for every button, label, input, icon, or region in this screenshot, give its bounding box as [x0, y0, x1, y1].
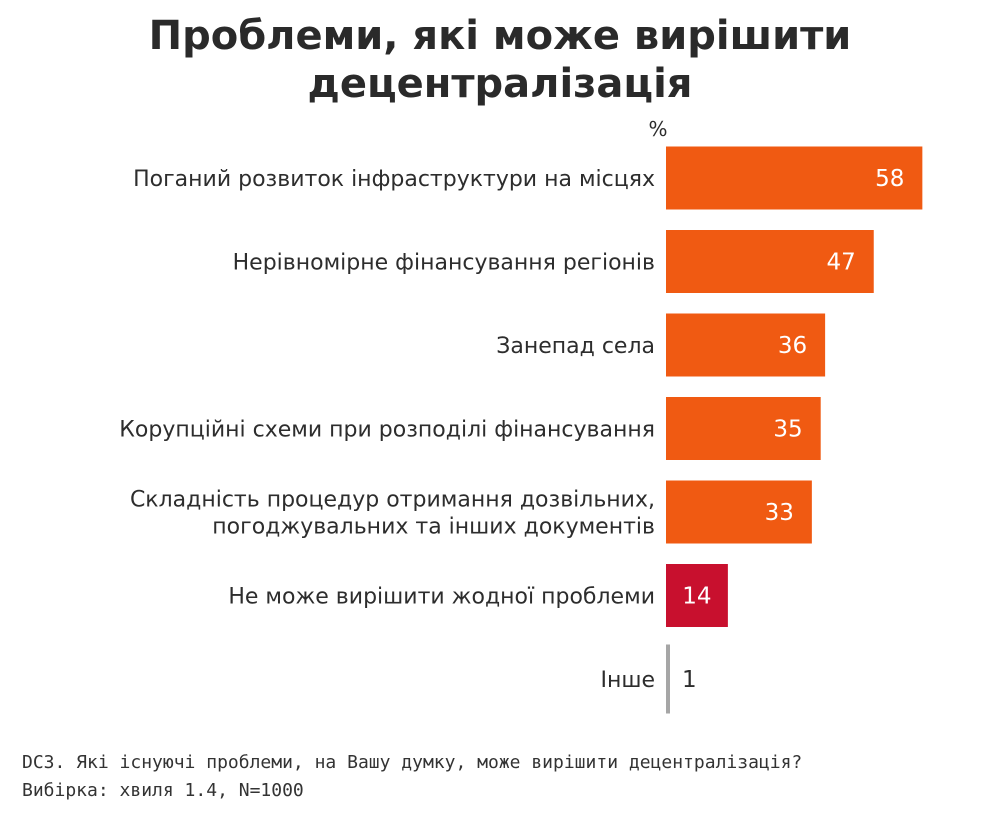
chart-title-line-2: децентралізація: [307, 61, 693, 107]
category-label-5-line-1: Складність процедур отримання дозвільних…: [130, 488, 655, 513]
category-label-4: Корупційні схеми при розподілі фінансува…: [119, 418, 655, 443]
bar-6: [666, 564, 728, 627]
bar-7: [666, 644, 670, 714]
category-label-2: Нерівномірне фінансування регіонів: [233, 251, 655, 276]
bar-2: [666, 230, 874, 293]
bar-value-label-6: 14: [682, 584, 711, 610]
bar-1: [666, 146, 923, 210]
category-label-5-line-2: погоджувальних та інших документів: [212, 515, 655, 540]
bar-value-label-5: 33: [765, 500, 794, 526]
bar-5: [666, 480, 812, 544]
bar-3: [666, 313, 826, 377]
category-label-6: Не може вирішити жодної проблеми: [228, 585, 655, 610]
bar-4: [666, 397, 821, 460]
unit-label: %: [648, 117, 667, 141]
bar-value-label-4: 35: [773, 417, 802, 443]
bar-value-label-3: 36: [778, 333, 807, 359]
chart-title: Проблеми, які може вирішити децентраліза…: [0, 12, 1000, 108]
footnote-sample: Вибірка: хвиля 1.4, N=1000: [22, 780, 304, 801]
bar-value-label-1: 58: [875, 166, 904, 192]
bar-value-label-7: 1: [682, 667, 697, 693]
bars-layer: 58 Поганий розвиток інфраструктури на міс…: [119, 146, 923, 714]
bar-value-label-2: 47: [826, 250, 855, 276]
category-label-7: Інше: [600, 668, 655, 693]
category-label-1: Поганий розвиток інфраструктури на місця…: [133, 167, 655, 192]
footnote-question: DC3. Які існуючі проблеми, на Вашу думку…: [22, 752, 803, 773]
category-label-3: Занепад села: [496, 334, 655, 359]
chart-title-line-1: Проблеми, які може вирішити: [148, 13, 852, 59]
